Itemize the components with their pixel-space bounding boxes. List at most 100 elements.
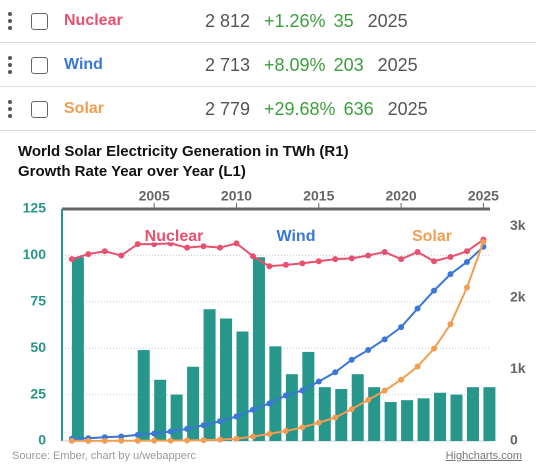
point xyxy=(348,356,355,363)
point xyxy=(68,437,75,444)
point xyxy=(85,251,92,258)
bar xyxy=(187,366,200,441)
point xyxy=(101,437,108,444)
point xyxy=(315,378,322,385)
drag-handle[interactable] xyxy=(8,56,14,74)
bar xyxy=(434,392,447,441)
point xyxy=(266,430,273,437)
bar xyxy=(220,318,233,441)
point xyxy=(266,400,273,407)
point xyxy=(365,252,372,259)
point xyxy=(233,413,240,420)
credits: Source: Ember, chart by u/webapperc xyxy=(12,450,197,462)
bar xyxy=(384,402,397,441)
series-label: Nuclear xyxy=(145,228,204,245)
change: +8.09% xyxy=(264,54,326,75)
checkbox[interactable] xyxy=(31,56,48,74)
series-name: Solar xyxy=(64,100,105,117)
point xyxy=(299,424,306,431)
series-name: Wind xyxy=(64,56,103,73)
y-tick-label: 75 xyxy=(30,293,46,309)
chart-subtitle: Growth Rate Year over Year (L1) xyxy=(18,163,246,180)
y2-tick-label: 1k xyxy=(510,360,526,376)
rank: 636 xyxy=(343,98,374,119)
checkbox[interactable] xyxy=(31,100,48,118)
series-row: Nuclear 2 812 +1.26% 35 2025 xyxy=(0,0,536,43)
y2-tick-label: 0 xyxy=(510,432,518,448)
x-tick-label: 2020 xyxy=(386,188,417,204)
point xyxy=(151,241,158,248)
series-label: Solar xyxy=(412,228,452,245)
point xyxy=(233,435,240,442)
point xyxy=(315,419,322,426)
year: 2025 xyxy=(377,54,418,75)
point xyxy=(118,437,125,444)
point xyxy=(447,253,454,260)
point xyxy=(381,387,388,394)
x-tick-label: 2010 xyxy=(221,188,252,204)
point xyxy=(365,396,372,403)
point xyxy=(200,243,207,250)
x-tick-label: 2015 xyxy=(303,188,334,204)
point xyxy=(200,437,207,444)
bar xyxy=(483,387,496,441)
point xyxy=(398,256,405,263)
point xyxy=(249,253,256,260)
y-tick-label: 100 xyxy=(23,246,47,262)
point xyxy=(282,392,289,399)
bar xyxy=(170,394,183,441)
bar xyxy=(154,379,167,441)
point xyxy=(217,436,224,443)
point xyxy=(118,433,125,440)
point xyxy=(167,437,174,444)
point xyxy=(217,418,224,425)
point xyxy=(167,240,174,247)
value: 2 779 xyxy=(205,98,251,119)
checkbox[interactable] xyxy=(31,12,48,30)
point xyxy=(480,239,487,246)
point xyxy=(184,425,191,432)
point xyxy=(151,437,158,444)
series-row: Wind 2 713 +8.09% 203 2025 xyxy=(0,44,536,87)
point xyxy=(315,258,322,265)
bar xyxy=(318,387,331,441)
bar xyxy=(368,387,381,441)
bar xyxy=(137,350,150,441)
point xyxy=(414,248,421,255)
point xyxy=(463,284,470,291)
rank: 203 xyxy=(333,54,364,75)
series-name: Nuclear xyxy=(64,12,123,29)
point xyxy=(431,258,438,265)
point xyxy=(167,428,174,435)
point xyxy=(447,271,454,278)
drag-handle[interactable] xyxy=(8,100,14,118)
point xyxy=(299,387,306,394)
point xyxy=(381,248,388,255)
bar xyxy=(285,374,298,441)
point xyxy=(431,287,438,294)
point xyxy=(398,376,405,383)
x-tick-label: 2025 xyxy=(468,188,499,204)
point xyxy=(414,305,421,312)
bar xyxy=(203,309,216,441)
value: 2 812 xyxy=(205,10,251,31)
y2-tick-label: 2k xyxy=(510,288,526,304)
point xyxy=(332,414,339,421)
point xyxy=(414,363,421,370)
bar xyxy=(466,387,479,441)
point xyxy=(118,252,125,259)
point xyxy=(299,260,306,267)
credits-link[interactable]: Highcharts.com xyxy=(446,450,522,462)
point xyxy=(266,263,273,270)
bar xyxy=(351,374,364,441)
point xyxy=(249,406,256,413)
y2-tick-label: 3k xyxy=(510,217,526,233)
drag-handle[interactable] xyxy=(8,12,14,30)
bar xyxy=(450,394,463,441)
bar xyxy=(417,398,430,441)
chart-title: World Solar Electricity Generation in TW… xyxy=(18,143,349,160)
point xyxy=(200,422,207,429)
point xyxy=(217,244,224,251)
point xyxy=(282,428,289,435)
y-tick-label: 0 xyxy=(38,432,46,448)
